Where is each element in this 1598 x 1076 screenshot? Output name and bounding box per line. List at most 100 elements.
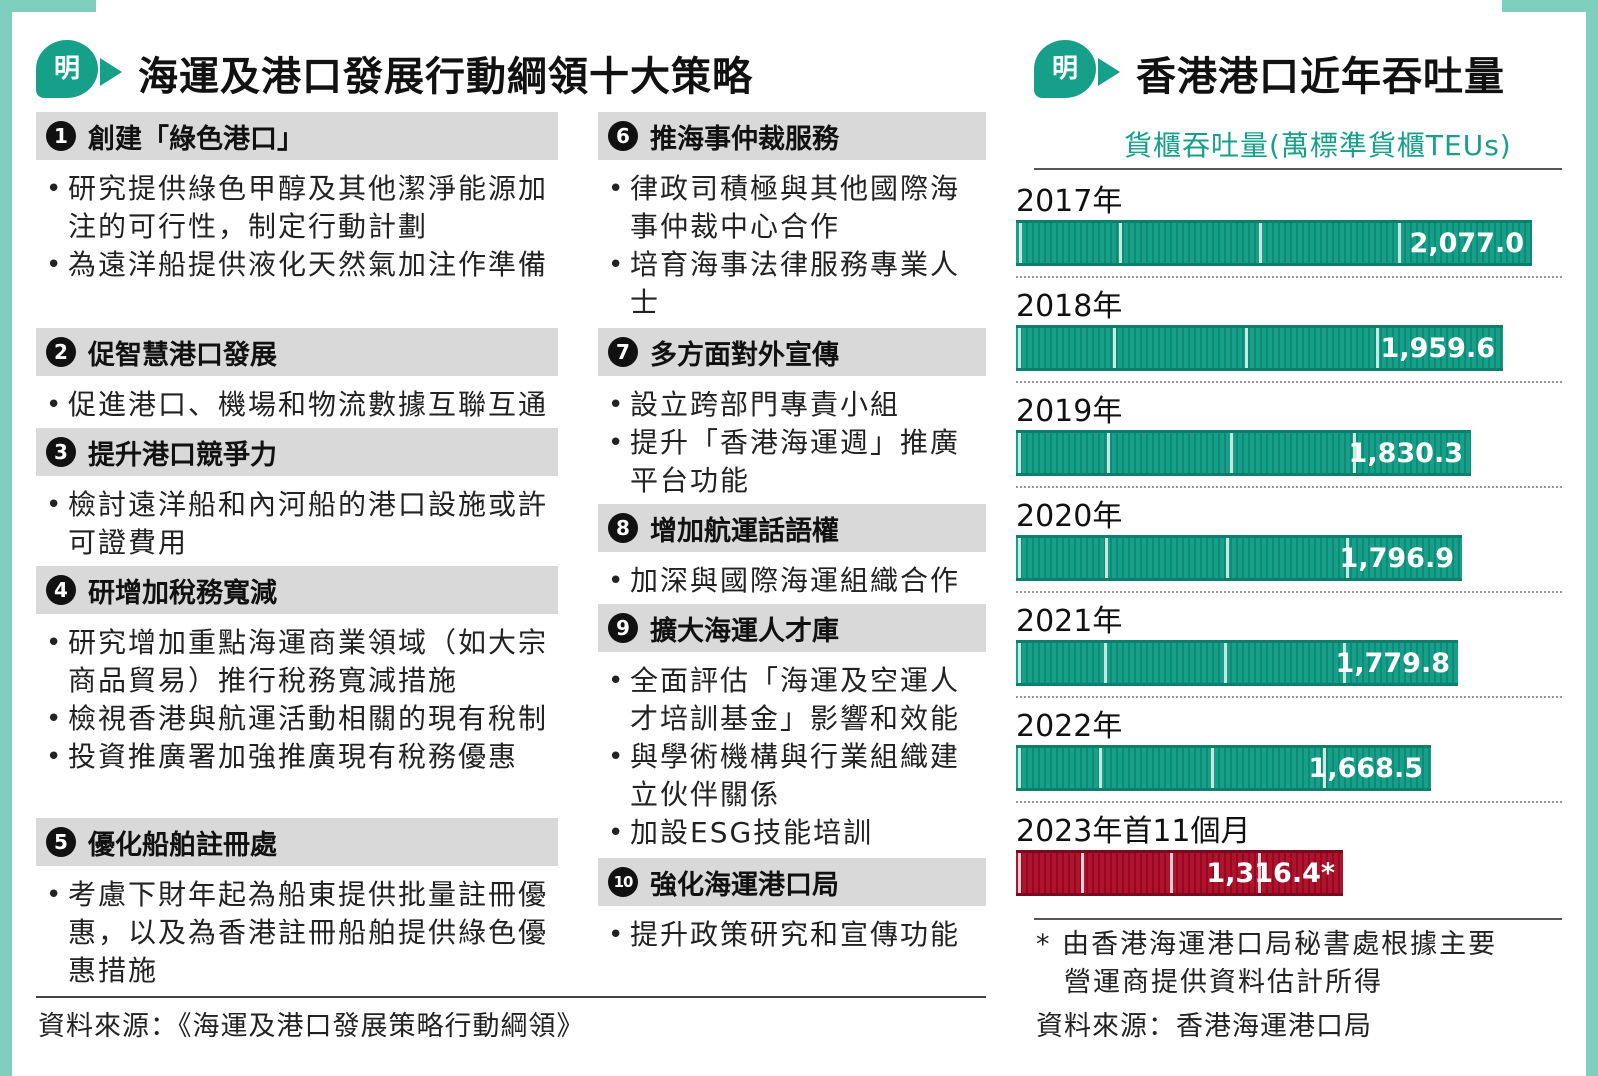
container-seam — [1259, 223, 1262, 263]
container-seam — [1018, 643, 1021, 683]
strategy-title: 增加航運話語權 — [650, 515, 839, 547]
strategy-bullets-3: 檢討遠洋船和內河船的港口設施或許可證費用 — [40, 486, 556, 562]
strategy-bullet: 研究增加重點海運商業領域（如大宗商品貿易）推行稅務寬減措施 — [40, 624, 556, 700]
bar-category-label: 2023年首11個月 — [1016, 814, 1251, 849]
row-divider — [1016, 486, 1562, 488]
strategy-number-badge: 4 — [46, 575, 76, 605]
strategy-number-badge: 8 — [608, 513, 638, 543]
right-source: 資料來源：香港海運港口局 — [1036, 1011, 1372, 1042]
strategy-header-10: 10 強化海運港口局 — [598, 858, 986, 906]
bar-3: 1,796.9 — [1016, 535, 1462, 581]
strategy-header-1: 1 創建「綠色港口」 — [36, 112, 558, 160]
row-divider — [1016, 591, 1562, 593]
strategy-bullet: 提升「香港海運週」推廣平台功能 — [602, 424, 984, 500]
strategy-title: 擴大海運人才庫 — [650, 615, 839, 647]
container-seam — [1346, 538, 1349, 578]
strategy-bullet: 為遠洋船提供液化天然氣加注作準備 — [40, 246, 556, 284]
strategy-title: 多方面對外宣傳 — [650, 339, 839, 371]
strategy-bullet: 提升政策研究和宣傳功能 — [602, 916, 984, 954]
strategy-bullet: 培育海事法律服務專業人士 — [602, 246, 984, 322]
bar-category-label: 2018年 — [1016, 289, 1123, 324]
strategy-number-badge: 3 — [46, 437, 76, 467]
container-seam — [1170, 853, 1173, 893]
bar-1: 1,959.6 — [1016, 325, 1503, 371]
bar-6: 1,316.4* — [1016, 850, 1343, 896]
container-seam — [1224, 643, 1227, 683]
container-seam — [1323, 748, 1326, 788]
bar-value-label: 1,796.9 — [1339, 542, 1454, 574]
container-seam — [1018, 538, 1021, 578]
chart-footnote: * 由香港海運港口局秘書處根據主要 營運商提供資料估計所得 — [1036, 926, 1497, 1002]
strategy-bullet: 投資推廣署加強推廣現有稅務優惠 — [40, 738, 556, 776]
logo-arrow — [100, 58, 122, 86]
strategy-number-badge: 9 — [608, 613, 638, 643]
footnote-line-2: 營運商提供資料估計所得 — [1064, 967, 1383, 998]
container-seam — [1113, 328, 1116, 368]
strategy-number-badge: 10 — [608, 867, 638, 897]
strategy-bullets-2: 促進港口、機場和物流數據互聯互通 — [40, 386, 556, 424]
bar-value-label: 1,830.3 — [1348, 437, 1463, 469]
strategy-bullet: 研究提供綠色甲醇及其他潔淨能源加注的可行性，制定行動計劃 — [40, 170, 556, 246]
frame-accent-right — [1586, 0, 1598, 1076]
strategy-bullet: 考慮下財年起為船東提供批量註冊優惠，以及為香港註冊船舶提供綠色優惠措施 — [40, 876, 556, 990]
strategy-bullets-1: 研究提供綠色甲醇及其他潔淨能源加注的可行性，制定行動計劃為遠洋船提供液化天然氣加… — [40, 170, 556, 284]
logo-arrow — [1098, 58, 1120, 86]
container-seam — [1398, 223, 1401, 263]
bar-category-label: 2019年 — [1016, 394, 1123, 429]
strategy-title: 提升港口競爭力 — [88, 439, 277, 471]
strategy-number-badge: 1 — [46, 121, 76, 151]
strategy-bullet: 加深與國際海運組織合作 — [602, 562, 984, 600]
row-divider — [1016, 276, 1562, 278]
strategy-title: 推海事仲裁服務 — [650, 123, 839, 155]
container-seam — [1376, 328, 1379, 368]
strategy-title: 研增加稅務寬減 — [88, 577, 277, 609]
container-seam — [1119, 223, 1122, 263]
container-seam — [1230, 433, 1233, 473]
strategy-title: 創建「綠色港口」 — [88, 123, 304, 155]
bar-value-label: 1,668.5 — [1308, 752, 1423, 784]
container-seam — [1018, 853, 1021, 893]
container-seam — [1104, 643, 1107, 683]
frame-accent-top-right — [1502, 0, 1598, 12]
container-seam — [1018, 328, 1021, 368]
strategy-header-6: 6 推海事仲裁服務 — [598, 112, 986, 160]
strategy-bullets-4: 研究增加重點海運商業領域（如大宗商品貿易）推行稅務寬減措施檢視香港與航運活動相關… — [40, 624, 556, 776]
chart-title: 香港港口近年吞吐量 — [1136, 54, 1505, 100]
strategy-header-5: 5 優化船舶註冊處 — [36, 818, 558, 866]
strategy-bullets-6: 律政司積極與其他國際海事仲裁中心合作培育海事法律服務專業人士 — [602, 170, 984, 322]
container-seam — [1099, 748, 1102, 788]
container-seam — [1081, 853, 1084, 893]
strategy-title: 促智慧港口發展 — [88, 339, 277, 371]
bar-5: 1,668.5 — [1016, 745, 1431, 791]
strategy-bullets-9: 全面評估「海運及空運人才培訓基金」影響和效能與學術機構與行業組織建立伙伴關係加設… — [602, 662, 984, 852]
logo-mark: 明 — [36, 40, 98, 98]
bar-4: 1,779.8 — [1016, 640, 1458, 686]
strategy-header-4: 4 研增加稅務寬減 — [36, 566, 558, 614]
strategies-title: 海運及港口發展行動綱領十大策略 — [138, 54, 753, 100]
row-divider — [1016, 696, 1562, 698]
strategy-header-9: 9 擴大海運人才庫 — [598, 604, 986, 652]
strategy-header-8: 8 增加航運話語權 — [598, 504, 986, 552]
strategy-bullet: 檢視香港與航運活動相關的現有稅制 — [40, 700, 556, 738]
strategy-bullet: 促進港口、機場和物流數據互聯互通 — [40, 386, 556, 424]
strategy-bullet: 全面評估「海運及空運人才培訓基金」影響和效能 — [602, 662, 984, 738]
row-divider — [1016, 381, 1562, 383]
strategy-bullets-5: 考慮下財年起為船東提供批量註冊優惠，以及為香港註冊船舶提供綠色優惠措施 — [40, 876, 556, 990]
logo-mark: 明 — [1034, 40, 1096, 98]
container-seam — [1226, 538, 1229, 578]
strategy-header-3: 3 提升港口競爭力 — [36, 428, 558, 476]
bar-category-label: 2017年 — [1016, 184, 1123, 219]
strategy-number-badge: 7 — [608, 337, 638, 367]
container-seam — [1018, 433, 1021, 473]
chart-top-rule — [1034, 168, 1562, 170]
container-seam — [1105, 538, 1108, 578]
strategy-bullets-7: 設立跨部門專責小組提升「香港海運週」推廣平台功能 — [602, 386, 984, 500]
bar-category-label: 2021年 — [1016, 604, 1123, 639]
strategy-bullet: 檢討遠洋船和內河船的港口設施或許可證費用 — [40, 486, 556, 562]
strategy-bullet: 加設ESG技能培訓 — [602, 814, 984, 852]
container-seam — [1245, 328, 1248, 368]
strategy-header-2: 2 促智慧港口發展 — [36, 328, 558, 376]
bar-value-label: 1,959.6 — [1380, 332, 1495, 364]
strategy-bullets-10: 提升政策研究和宣傳功能 — [602, 916, 984, 954]
strategy-number-badge: 5 — [46, 827, 76, 857]
